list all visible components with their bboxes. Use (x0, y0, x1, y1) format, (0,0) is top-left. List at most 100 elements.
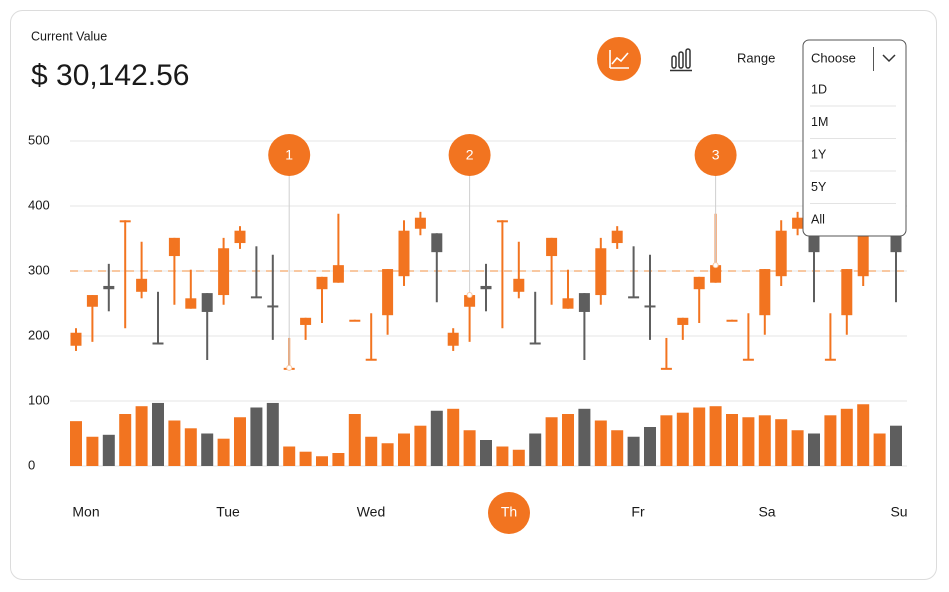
volume-bar (660, 415, 673, 466)
candle-body (349, 319, 361, 322)
dropdown-option[interactable]: All (811, 212, 825, 226)
x-tick-label[interactable]: Fr (631, 504, 645, 520)
volume-bar (201, 433, 214, 466)
line-chart-button[interactable] (597, 37, 641, 81)
dropdown-chevron[interactable] (882, 54, 896, 63)
card-frame (10, 10, 937, 580)
candle-body (316, 276, 328, 290)
volume-bar (890, 425, 902, 466)
current-value: $ 30,142.56 (31, 59, 189, 92)
candle-body (152, 342, 164, 345)
candle-body (611, 230, 623, 244)
candle-body (168, 237, 180, 257)
bar-chart-button[interactable] (670, 48, 692, 72)
x-tick-label[interactable]: Su (890, 504, 907, 520)
candle-body (382, 269, 394, 316)
candle-body (644, 305, 656, 308)
candle-body (595, 248, 607, 296)
volume-bar (808, 433, 820, 466)
volume-bar (693, 407, 706, 466)
candle-body (218, 248, 230, 296)
candle-body (431, 233, 443, 253)
plot: 0 100 200 300 400 500 1 2 3 Mon Tue Wed Th Fr Sa Su (28, 132, 908, 534)
candle-body (513, 278, 525, 292)
candle-body (365, 358, 377, 361)
y-tick-label: 400 (28, 197, 50, 212)
volume-bar (250, 407, 263, 466)
x-tick-label[interactable]: Mon (72, 504, 99, 520)
dropdown-option[interactable]: 1D (811, 82, 827, 96)
y-tick-label: 300 (28, 262, 50, 277)
dropdown-option[interactable]: 1M (811, 115, 828, 129)
candle-body (250, 296, 262, 299)
candle-body (660, 367, 672, 370)
candle-body (529, 342, 541, 345)
annotation-dot (466, 292, 473, 299)
volume-bar (430, 410, 443, 466)
candle-body (332, 265, 344, 283)
volume-bar (726, 414, 738, 466)
volume-bar (365, 436, 378, 466)
candle-body (464, 295, 476, 307)
icon-bar (671, 55, 677, 69)
dropdown-option[interactable]: 1Y (811, 147, 827, 161)
icon-bar (678, 51, 684, 69)
candle-body (841, 269, 853, 316)
dropdown-placeholder[interactable]: Choose (811, 50, 856, 65)
annotation-label: 1 (285, 147, 293, 163)
candle-body (496, 220, 508, 223)
value-label: Current Value (31, 29, 107, 43)
candle-body (414, 217, 426, 229)
annotation-marker[interactable] (268, 134, 311, 176)
candle-body (398, 230, 410, 277)
candle-body (775, 230, 787, 277)
y-tick-label: 500 (28, 132, 50, 147)
volume-bar (873, 433, 886, 466)
volume-bar (447, 408, 460, 466)
volume-bar (234, 417, 246, 466)
volume-bar (857, 404, 870, 466)
candle-body (234, 230, 246, 244)
volume-bar (578, 408, 591, 466)
dropdown-option[interactable]: 5Y (811, 180, 827, 194)
annotation-marker[interactable] (694, 134, 737, 176)
x-tick-label[interactable]: Tue (216, 504, 240, 520)
annotation-dot (712, 262, 719, 269)
volume-bar (463, 430, 476, 466)
x-tick-label[interactable]: Wed (357, 504, 386, 520)
x-tick-label[interactable]: Th (501, 504, 517, 520)
candle-body (857, 230, 869, 277)
volume-bar (709, 406, 722, 466)
candle-body (693, 276, 705, 290)
selected-day-bg[interactable] (488, 492, 530, 534)
volume-bar (152, 402, 164, 466)
candle-body (562, 298, 574, 309)
y-tick-label: 200 (28, 327, 50, 342)
candle-body (759, 269, 771, 316)
candle-body (267, 305, 279, 308)
annotation-marker[interactable] (448, 134, 491, 176)
volume-bar (86, 436, 99, 466)
candle-body (677, 317, 689, 325)
candle-body (546, 237, 558, 257)
icon-bar (685, 48, 691, 69)
x-tick-label[interactable]: Sa (758, 504, 775, 520)
annotation-label: 2 (466, 147, 474, 163)
volume-bar (217, 438, 230, 466)
volume-bar (119, 414, 132, 466)
volume-bar (529, 433, 542, 466)
annotation-label: 3 (712, 147, 720, 163)
dropdown[interactable]: Choose 1D 1M 1Y 5Y All (802, 39, 907, 237)
volume-bar (611, 430, 624, 466)
candle-body (480, 285, 492, 290)
volume-bar (102, 434, 115, 466)
volume-bar (184, 428, 197, 466)
candle-body (447, 332, 459, 346)
icon-line (611, 52, 629, 65)
volume-bar (316, 456, 328, 466)
range-label: Range (737, 50, 775, 65)
y-tick-label: 0 (28, 457, 35, 472)
volume-bar (594, 420, 607, 466)
